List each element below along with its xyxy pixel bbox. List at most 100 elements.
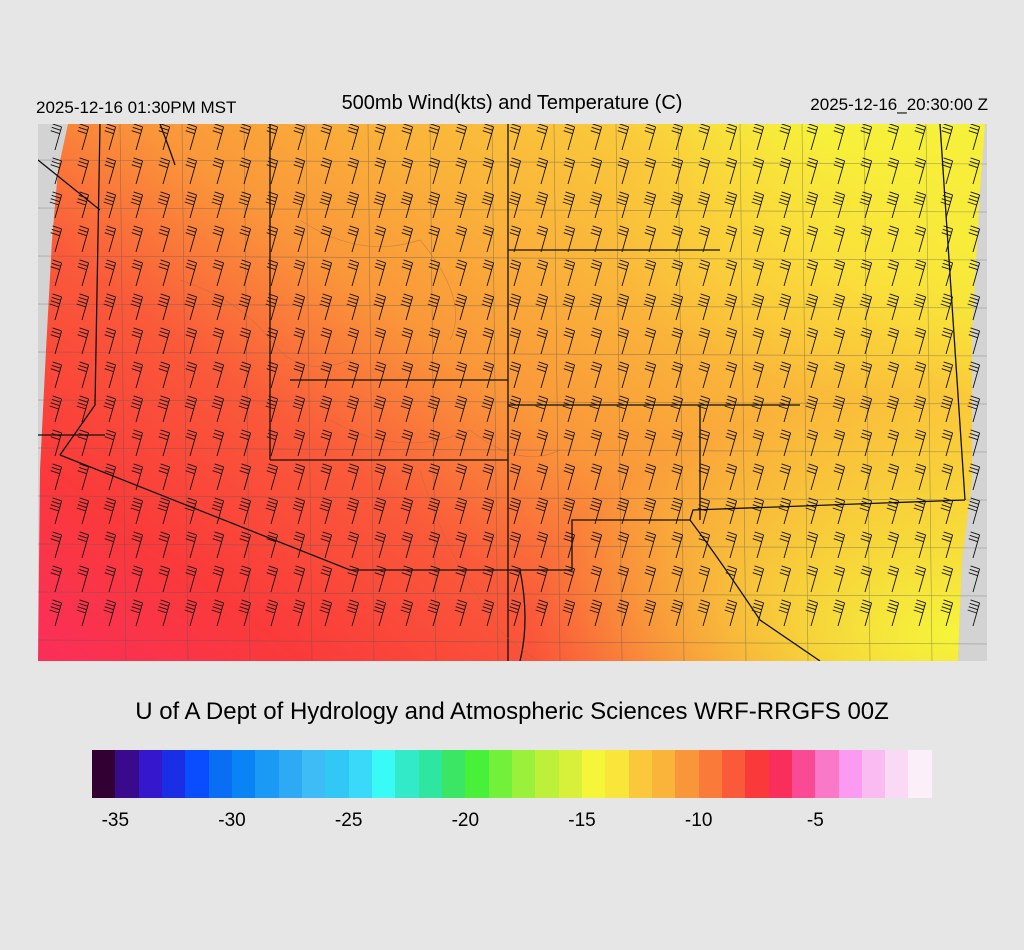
wind-barb [49,395,63,423]
wind-barb [373,191,387,219]
wind-barb [589,599,603,627]
wind-barb [454,599,468,627]
wind-barb [400,497,414,525]
wind-barb [77,124,90,151]
wind-barb [563,225,576,253]
wind-barb [751,293,765,321]
wind-barb [212,429,225,457]
wind-barb [914,531,927,559]
wind-barb [589,395,603,423]
wind-barb [778,293,792,321]
wind-barb [427,293,441,321]
wind-barb [77,327,90,355]
wind-barb [860,361,873,389]
wind-barb [455,225,468,253]
wind-barb [482,531,495,559]
wind-barb [535,191,549,219]
wind-barb [535,497,549,525]
colorbar-swatch [301,750,326,798]
wind-barb [455,259,468,287]
wind-barb [833,361,846,389]
wind-barb [752,429,765,457]
wind-barb [644,531,657,559]
wind-barb [968,157,981,185]
wind-barb [563,124,576,151]
colorbar-swatch [768,750,792,798]
wind-barb [859,293,873,321]
wind-barb [76,191,90,219]
wind-barb [103,191,117,219]
wind-barb [104,259,117,287]
wind-barb [104,361,117,389]
wind-barb [509,361,522,389]
wind-barb [347,361,360,389]
wind-barb [185,327,198,355]
wind-barb [185,259,198,287]
wind-barb [76,599,90,627]
wind-barb [616,293,630,321]
county-line [38,303,987,309]
wind-barb [50,463,63,491]
colorbar-swatch [605,750,629,798]
wind-barb [427,599,441,627]
wind-barb [671,157,684,185]
wind-barb [941,361,954,389]
wind-barb [346,293,360,321]
wind-barb [481,395,495,423]
wind-barb [563,429,576,457]
wind-barb [266,565,279,593]
wind-barb [536,327,549,355]
wind-barb [77,531,90,559]
wind-barb [886,293,900,321]
wind-barb [77,259,90,287]
wind-barb [158,361,171,389]
wind-barb [832,293,846,321]
wind-barb [455,124,468,151]
wind-barb [562,497,576,525]
wind-barb [968,463,981,491]
wind-barb [886,497,900,525]
wind-barb [401,463,414,491]
wind-barb [805,497,819,525]
wind-barb [562,599,576,627]
wind-barb [266,225,279,253]
wind-barb [833,327,846,355]
wind-barb [103,497,117,525]
wind-barb [752,565,765,593]
wind-barb [373,293,387,321]
colorbar-swatch [465,750,489,798]
wind-barb [266,361,279,389]
wind-barb [212,157,225,185]
county-line [615,124,623,661]
wind-barb [77,157,90,185]
wind-barb [616,191,630,219]
wind-barb [670,293,684,321]
wind-barb [590,361,603,389]
wind-barb [536,565,549,593]
wind-barb [860,225,873,253]
wind-barb [859,395,873,423]
wind-barb [806,531,819,559]
wind-barb [914,565,927,593]
wind-barb [643,191,657,219]
wind-barb [724,599,738,627]
wind-barb [373,497,387,525]
wind-barb [428,327,441,355]
wind-barb [212,565,225,593]
wind-barb [428,361,441,389]
wind-barb [185,157,198,185]
wind-barb [401,124,414,151]
wind-barb [860,463,873,491]
wind-barb [833,259,846,287]
wind-barb [77,429,90,457]
wind-barb [914,259,927,287]
wind-barb [239,157,252,185]
wind-barb [860,259,873,287]
wind-barb [131,327,144,355]
wind-barb [967,395,981,423]
wind-barb [212,361,225,389]
wind-barb [752,259,765,287]
wind-barb [374,225,387,253]
wind-barb [293,429,306,457]
wind-barb [131,124,144,151]
